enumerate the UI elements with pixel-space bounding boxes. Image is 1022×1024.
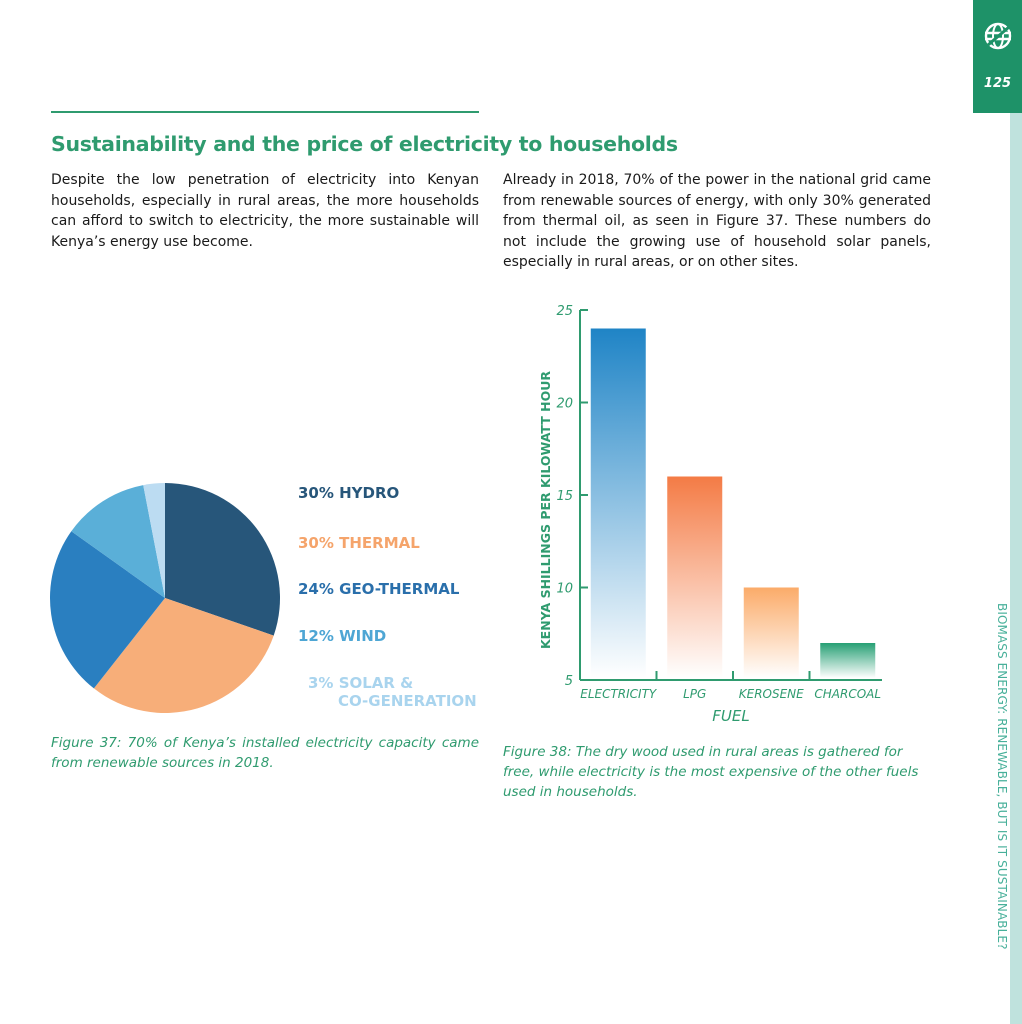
legend-solar-label: 3% SOLAR & bbox=[308, 674, 414, 692]
page-number-tab: 125 bbox=[973, 0, 1022, 113]
legend-geothermal: 24% GEO-THERMAL bbox=[298, 580, 459, 598]
y-tick-label: 15 bbox=[556, 489, 573, 504]
bar-lpg bbox=[667, 476, 723, 678]
legend-geothermal-label: 24% GEO-THERMAL bbox=[298, 580, 460, 598]
paragraph-right: Already in 2018, 70% of the power in the… bbox=[503, 172, 931, 270]
y-tick-label: 10 bbox=[556, 582, 573, 597]
legend-thermal-label: 30% THERMAL bbox=[298, 534, 420, 552]
side-running-title: BIOMASS ENERGY: RENEWABLE, BUT IS IT SUS… bbox=[995, 603, 1009, 950]
pie-slice-wind bbox=[71, 485, 165, 598]
x-tick-label: KEROSENE bbox=[739, 687, 804, 701]
x-tick-label: CHARCOAL bbox=[814, 687, 881, 701]
legend-solar-label-line2: CO-GENERATION bbox=[338, 692, 477, 710]
legend-hydro-label: 30% HYDRO bbox=[298, 484, 400, 502]
pie-slice-geo-thermal bbox=[49, 531, 165, 689]
pie-slice-hydro bbox=[165, 483, 281, 636]
side-stripe bbox=[1010, 113, 1022, 1024]
bar-electricity bbox=[590, 328, 646, 678]
page-number: 125 bbox=[983, 76, 1012, 91]
x-tick-label: LPG bbox=[683, 687, 706, 701]
legend-solar: 3% SOLAR & CO-GENERATION bbox=[308, 674, 477, 710]
legend-thermal: 30% THERMAL bbox=[298, 534, 420, 552]
section-heading: Sustainability and the price of electric… bbox=[51, 132, 678, 156]
figure-37-caption: Figure 37: 70% of Kenya’s installed elec… bbox=[51, 735, 479, 771]
x-tick-label: ELECTRICITY bbox=[580, 687, 658, 701]
y-tick-label: 25 bbox=[556, 304, 573, 319]
legend-wind-label: 12% WIND bbox=[298, 627, 387, 645]
x-axis-title: FUEL bbox=[712, 707, 749, 725]
globe-logo-icon bbox=[984, 22, 1012, 50]
bar-kerosene bbox=[743, 587, 799, 678]
legend-wind: 12% WIND bbox=[298, 627, 386, 645]
section-rule bbox=[51, 111, 479, 113]
y-tick-label: 5 bbox=[565, 674, 573, 689]
y-axis-title: KENYA SHILLINGS PER KILOWATT HOUR bbox=[538, 371, 553, 649]
pie-legend: 30% HYDRO 30% THERMAL 24% GEO-THERMAL 12… bbox=[298, 480, 498, 720]
pie-chart bbox=[49, 483, 281, 714]
figure-38-caption: Figure 38: The dry wood used in rural ar… bbox=[503, 744, 919, 800]
legend-hydro: 30% HYDRO bbox=[298, 484, 399, 502]
pie-slice-thermal bbox=[93, 598, 274, 714]
y-tick-label: 20 bbox=[556, 397, 573, 412]
bar-charcoal bbox=[820, 643, 876, 678]
bar-chart: 5 10 15 20 25 ELECTRICITY LPG KEROSENE CHARCOAL F… bbox=[538, 304, 882, 725]
paragraph-left: Despite the low penetration of electrici… bbox=[51, 172, 479, 250]
pie-slice-solar-co-generation bbox=[143, 483, 165, 598]
